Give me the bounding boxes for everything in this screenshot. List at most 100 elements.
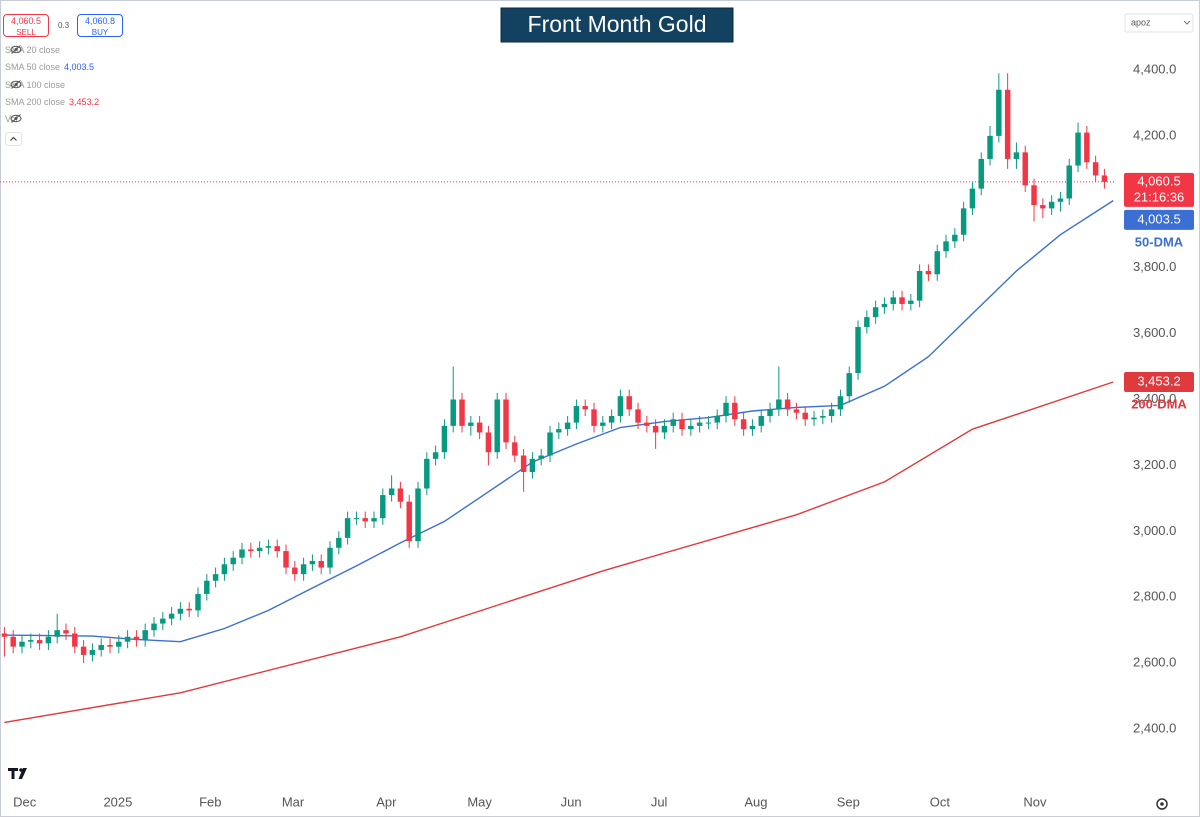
candle-body (256, 547, 263, 552)
ma-name-label: 200-DMA (1131, 396, 1187, 411)
candle-body (872, 307, 879, 318)
tv-logo (8, 768, 27, 779)
x-tick-label: Mar (282, 794, 305, 809)
hidden-icon[interactable] (10, 79, 22, 89)
sell-button[interactable]: 4,060.5 SELL (3, 14, 49, 37)
indicator-row[interactable]: SMA 20 close (5, 45, 60, 55)
ma-price-box (1124, 371, 1194, 392)
candle-body (353, 518, 360, 520)
sell-price: 4,060.5 (10, 16, 42, 26)
candle-body (749, 425, 756, 430)
candle-body (204, 580, 210, 594)
candle-body (107, 645, 113, 647)
indicator-row[interactable]: SMA 50 close 4,003.5 (5, 62, 94, 72)
candle-body (142, 630, 148, 641)
account-select[interactable] (1124, 13, 1194, 33)
ma-line (4, 200, 1114, 643)
candle-body (177, 608, 184, 614)
candle-body (388, 488, 395, 496)
candle-body (380, 495, 386, 519)
candle-body (283, 551, 289, 568)
ma-price-box (1124, 209, 1194, 230)
candle-body (556, 429, 562, 433)
candle-body (1004, 89, 1011, 159)
candle-body (476, 422, 483, 433)
candle-body (1048, 201, 1055, 209)
ma-price-label: 4,003.5 (1137, 211, 1180, 226)
indicator-name: SMA 20 close (5, 45, 61, 55)
candle-body (996, 89, 1002, 136)
candle-body (846, 373, 852, 397)
dropdown-caret (1183, 20, 1191, 25)
candle-body (221, 564, 228, 575)
candle-body (960, 208, 967, 235)
y-tick-label: 2,400.0 (1133, 720, 1176, 735)
y-tick-label: 4,400.0 (1133, 61, 1176, 76)
collapse-button[interactable] (5, 132, 22, 146)
candle-body (626, 396, 632, 410)
buy-button[interactable]: 4,060.8 BUY (77, 14, 123, 37)
candle-body (538, 455, 544, 459)
candle-body (776, 399, 782, 410)
chart-title: Front Month Gold (528, 11, 707, 37)
candle-body (512, 442, 518, 456)
candle-body (441, 425, 448, 453)
hidden-icon[interactable] (10, 45, 22, 54)
candle-body (952, 234, 958, 242)
indicator-row[interactable]: SMA 100 close (5, 80, 65, 90)
candle-body (239, 549, 245, 558)
candle-body (582, 406, 588, 410)
indicator-row[interactable]: SMA 200 close 3,453.2 (5, 97, 99, 107)
candle-body (89, 649, 96, 655)
x-tick-label: Feb (199, 794, 221, 809)
candle-body (1013, 152, 1020, 159)
candle-body (732, 402, 738, 420)
candle-body (212, 574, 219, 581)
candle-body (802, 412, 808, 420)
x-tick-label: 2025 (103, 794, 132, 809)
candle-body (63, 630, 69, 634)
candle-body (688, 425, 694, 430)
indicator-row[interactable]: Vol (5, 114, 22, 124)
hidden-icon[interactable] (10, 114, 22, 124)
candle-body (54, 630, 60, 637)
candle-body (151, 623, 157, 631)
candle-body (36, 640, 43, 644)
candle-body (811, 417, 817, 420)
candle-body (600, 422, 606, 426)
y-tick-label: 3,400.0 (1133, 391, 1176, 406)
candle-body (679, 419, 685, 430)
candle-body (925, 270, 932, 275)
candle-body (362, 518, 368, 522)
candle-body (371, 518, 377, 522)
candle-body (309, 560, 316, 565)
candle-body (72, 633, 78, 647)
plot-area (0, 73, 1115, 724)
y-tick-label: 3,800.0 (1133, 259, 1176, 274)
candle-body (98, 645, 104, 650)
candle-body (608, 415, 615, 423)
countdown-label: 21:16:36 (1134, 189, 1185, 204)
candle-body (274, 546, 280, 552)
candle-body (116, 641, 122, 647)
candle-body (520, 455, 527, 473)
candle-body (881, 303, 888, 308)
candle-body (591, 409, 597, 426)
settings-icon[interactable] (1156, 798, 1168, 810)
candle-body (758, 415, 764, 426)
candle-body (468, 422, 474, 426)
spread: 0.3 (58, 21, 70, 30)
candle-body (397, 488, 404, 502)
x-tick-label: Aug (744, 794, 767, 809)
indicator-value: 4,003.5 (64, 62, 95, 73)
candle-body (503, 399, 509, 443)
candle-body (661, 425, 668, 433)
x-tick-label: Jul (651, 794, 668, 809)
candle-body (344, 518, 351, 538)
indicator-value: 3,453.2 (69, 96, 100, 107)
candle-body (1031, 185, 1037, 206)
candle-body (714, 415, 720, 423)
